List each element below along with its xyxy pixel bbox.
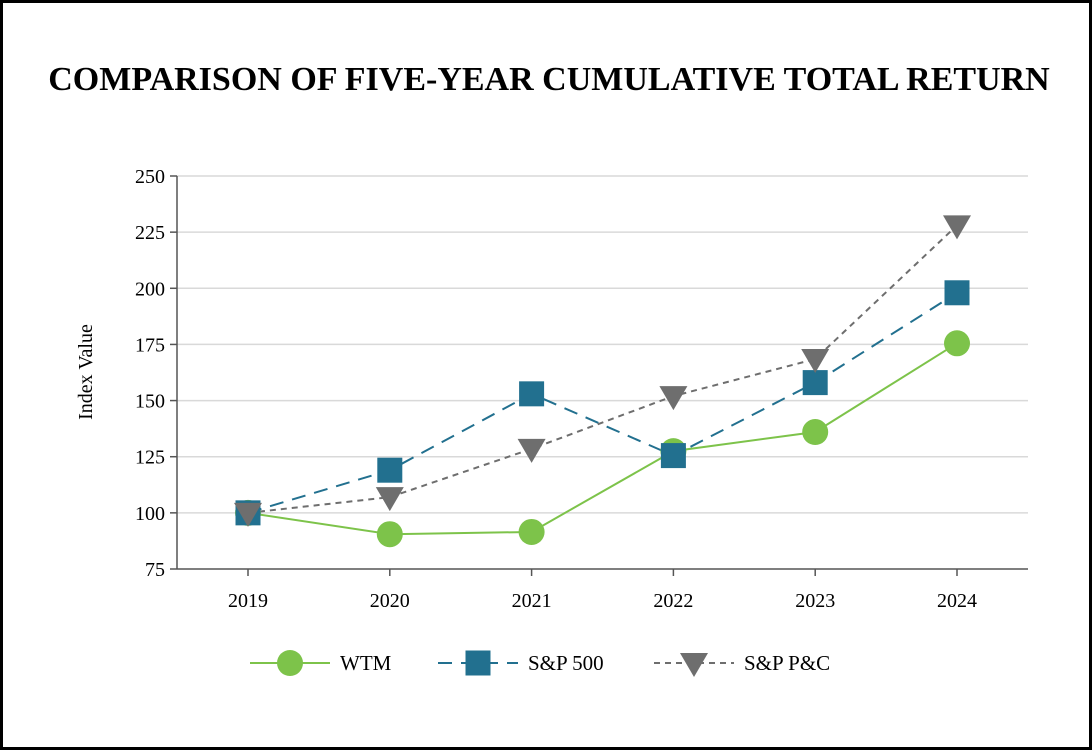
legend-item: S&P P&C: [654, 651, 830, 677]
y-tick-label: 75: [145, 559, 165, 581]
legend-label: S&P P&C: [744, 651, 830, 675]
series-group: [234, 215, 971, 548]
x-tick-label: 2019: [228, 590, 268, 612]
y-tick-label: 175: [135, 334, 165, 356]
chart-title: COMPARISON OF FIVE-YEAR CUMULATIVE TOTAL…: [48, 61, 1050, 98]
data-point: [519, 381, 545, 407]
legend-marker: [465, 650, 491, 676]
series-line: [247, 291, 958, 514]
data-point: [234, 502, 262, 527]
x-tick-label: 2020: [370, 590, 410, 612]
series-line: [247, 224, 958, 514]
data-point: [943, 215, 971, 240]
data-point: [518, 518, 545, 545]
legend: WTM S&P 500 S&P P&C: [250, 650, 830, 677]
y-tick-label: 150: [135, 391, 165, 413]
grid-lines: [177, 175, 1028, 514]
legend-label: WTM: [340, 651, 392, 675]
y-axis-label: Index Value: [75, 324, 97, 420]
data-point: [377, 457, 403, 483]
legend-label: S&P 500: [528, 651, 604, 675]
x-tick-label: 2024: [937, 590, 977, 612]
data-point: [801, 349, 830, 374]
y-tick-label: 225: [135, 222, 165, 244]
y-tick-label: 250: [135, 166, 165, 188]
axes: [170, 175, 1028, 576]
y-tick-label: 200: [135, 278, 165, 300]
x-tick-label: 2023: [795, 590, 835, 612]
data-point: [660, 443, 686, 469]
data-point: [802, 419, 829, 446]
y-tick-label: 100: [135, 503, 165, 525]
x-tick-labels: 2019 2020 2021 2022 2023 2024: [228, 590, 977, 612]
data-point: [376, 521, 403, 548]
data-point: [944, 280, 970, 306]
legend-item: S&P 500: [438, 650, 604, 676]
y-tick-label: 125: [135, 447, 165, 469]
legend-marker: [680, 653, 708, 677]
data-point: [659, 386, 688, 411]
series-line: [247, 342, 958, 536]
data-point: [944, 330, 970, 357]
y-tick-labels: 75 100 125 150 175 200 225 250: [135, 166, 165, 581]
x-tick-label: 2021: [512, 590, 552, 612]
data-point: [517, 438, 546, 463]
legend-item: WTM: [250, 650, 392, 676]
data-point: [802, 370, 828, 396]
data-point: [375, 487, 404, 512]
x-tick-label: 2022: [653, 590, 693, 612]
legend-marker: [277, 650, 303, 676]
